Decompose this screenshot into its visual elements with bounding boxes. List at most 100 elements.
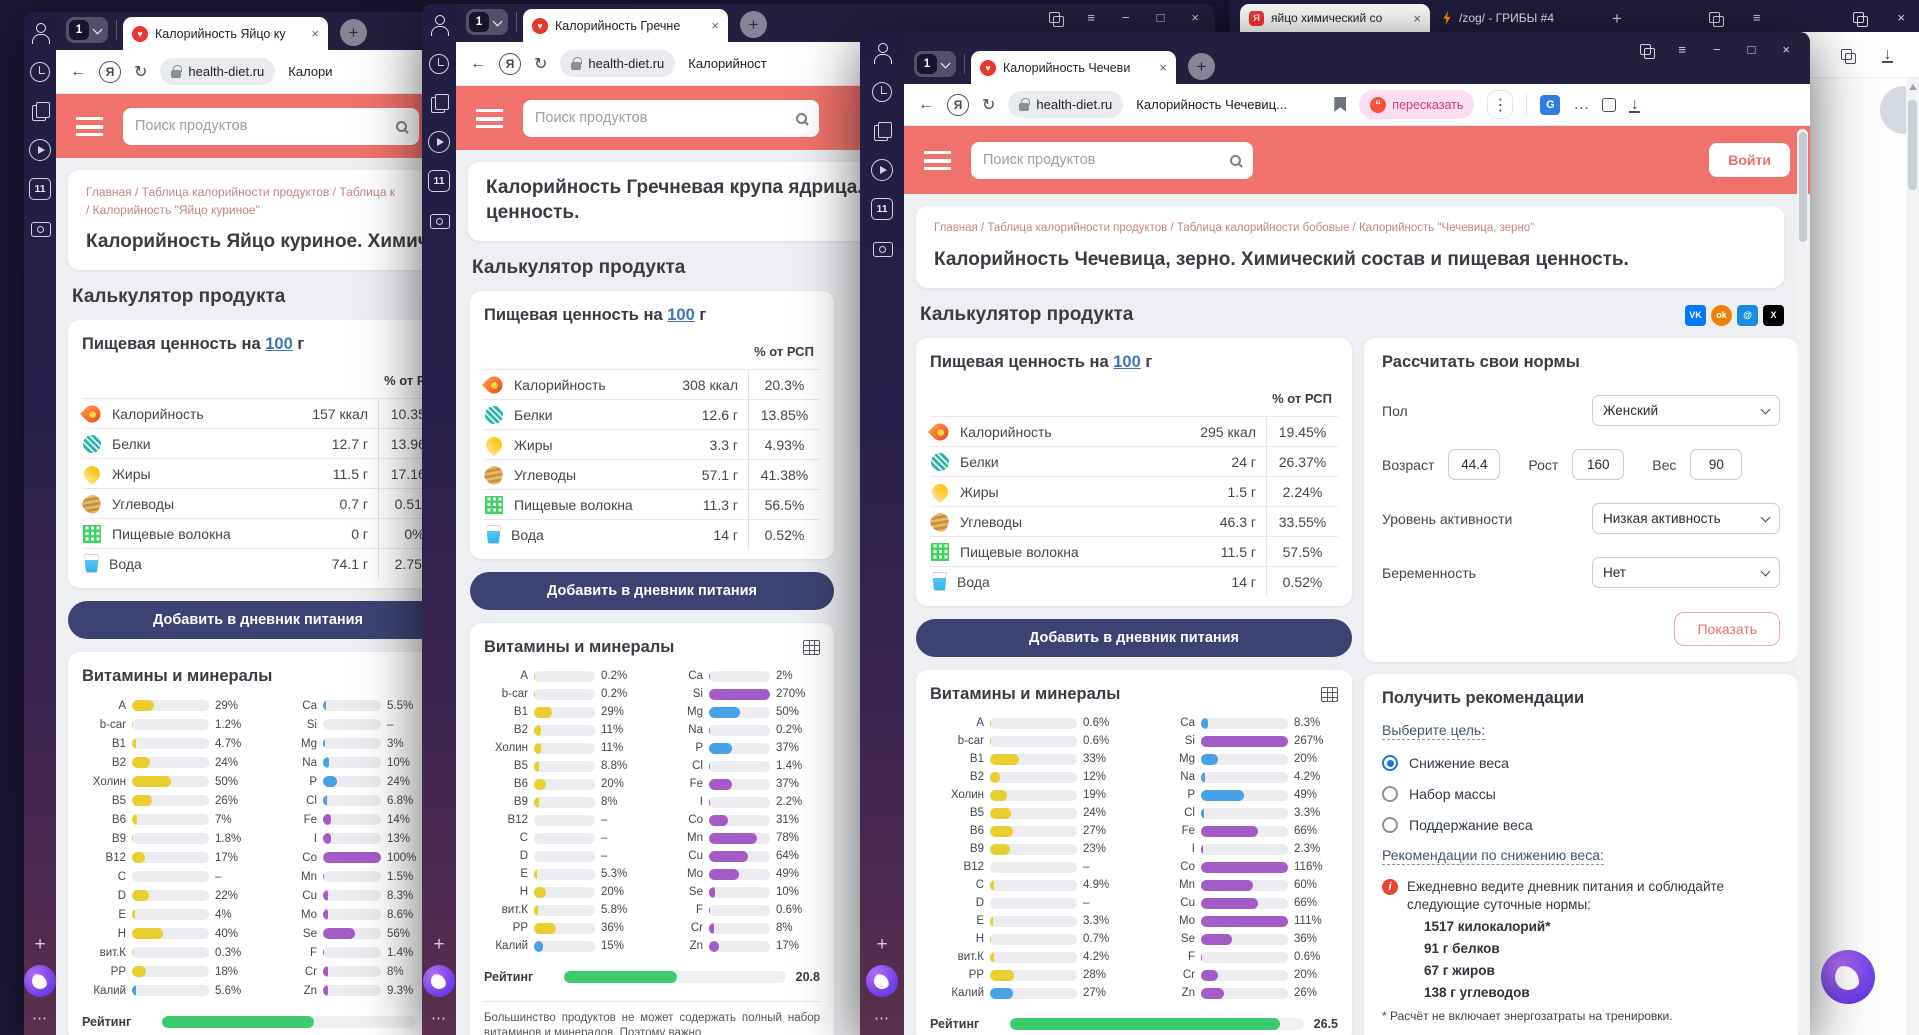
scroll-thumb[interactable] xyxy=(1908,100,1917,190)
age-input[interactable] xyxy=(1448,449,1501,480)
goal-option[interactable]: Снижение веса xyxy=(1382,755,1780,771)
scrollbar[interactable] xyxy=(1906,78,1919,1035)
search-icon[interactable] xyxy=(396,120,407,132)
tabs-count-badge[interactable]: 11 xyxy=(428,170,450,192)
activity-select[interactable]: Низкая активность xyxy=(1592,503,1780,534)
menu-icon[interactable]: ≡ xyxy=(1752,10,1761,25)
reload-icon[interactable]: ↻ xyxy=(982,96,996,114)
url-page-title[interactable]: Калори xyxy=(288,64,333,79)
close-icon[interactable]: × xyxy=(1897,10,1905,25)
bookmark-icon[interactable] xyxy=(1334,97,1347,112)
translate-icon[interactable]: G xyxy=(1540,94,1561,115)
tabs-count-badge[interactable]: 11 xyxy=(871,198,893,220)
moymir-share-icon[interactable]: @ xyxy=(1737,304,1758,326)
tabs-count-badge[interactable]: 11 xyxy=(29,178,51,200)
history-icon[interactable] xyxy=(428,53,450,75)
add-to-diary-button[interactable]: Добавить в дневник питания xyxy=(68,601,448,639)
reload-icon[interactable]: ↻ xyxy=(534,55,548,73)
tab-egg[interactable]: ♥ Калорийность Яйцо ку × xyxy=(123,17,328,50)
goal-option[interactable]: Набор массы xyxy=(1382,786,1780,802)
yandex-icon[interactable]: Я xyxy=(499,52,521,75)
screenshot-icon[interactable] xyxy=(29,217,51,239)
profile-icon[interactable] xyxy=(29,22,51,44)
add-to-diary-button[interactable]: Добавить в дневник питания xyxy=(916,619,1352,657)
tab-forum[interactable]: /zog/ - ГРИБЫ #4 xyxy=(1430,4,1566,32)
url-host-pill[interactable]: health-diet.ru xyxy=(160,58,276,85)
new-tab-button[interactable]: + xyxy=(1612,9,1622,28)
tab-counter[interactable]: 1 xyxy=(914,51,956,77)
ellipsis-icon[interactable]: … xyxy=(1573,95,1590,113)
menu-icon[interactable] xyxy=(924,150,951,170)
restore-icon[interactable] xyxy=(1853,12,1869,27)
download-icon[interactable]: ↓ xyxy=(1629,96,1641,114)
back-icon[interactable]: ← xyxy=(470,54,486,72)
video-icon[interactable] xyxy=(29,139,51,161)
search-input[interactable] xyxy=(983,152,1222,168)
collections-icon[interactable] xyxy=(29,100,51,122)
table-view-icon[interactable] xyxy=(803,640,820,655)
tab-counter[interactable]: 1 xyxy=(66,17,108,43)
scroll-thumb[interactable] xyxy=(1798,132,1807,242)
alice-icon[interactable] xyxy=(24,965,56,997)
search-input[interactable] xyxy=(535,110,788,126)
recommendations-link[interactable]: Рекомендации по снижению веса: xyxy=(1382,847,1604,865)
url-page-title[interactable]: Калорийност xyxy=(688,56,767,71)
maximize-icon[interactable]: □ xyxy=(1747,42,1756,57)
download-icon[interactable]: ↓ xyxy=(1882,46,1893,64)
new-tab-button[interactable]: + xyxy=(740,11,767,38)
breadcrumb[interactable]: Главная / Таблица калорийности продуктов… xyxy=(934,222,1535,234)
weight-input[interactable] xyxy=(1690,449,1743,480)
tab-counter[interactable]: 1 xyxy=(466,9,508,35)
tab-lentil[interactable]: ♥ Калорийность Чечеви × xyxy=(971,51,1176,84)
video-icon[interactable] xyxy=(871,159,893,181)
alice-icon[interactable] xyxy=(1821,950,1875,1004)
sidebar-add-icon[interactable]: + xyxy=(34,934,46,955)
sidebar-add-icon[interactable]: + xyxy=(433,934,445,955)
tab-egg-search[interactable]: Я яйцо химический со × xyxy=(1240,4,1430,32)
url-host-pill[interactable]: health-diet.ru xyxy=(1008,91,1124,118)
goal-link[interactable]: Выберите цель: xyxy=(1382,722,1486,740)
sidebar-more-icon[interactable]: ⋯ xyxy=(431,1010,447,1027)
table-view-icon[interactable] xyxy=(1321,687,1338,702)
more-menu-icon[interactable]: ⋮ xyxy=(1487,90,1514,119)
tab-panel-icon[interactable] xyxy=(1708,12,1724,27)
url-page-title[interactable]: Калорийность Чечевиц... xyxy=(1136,97,1287,112)
height-input[interactable] xyxy=(1572,449,1625,480)
scrollbar[interactable] xyxy=(1797,129,1808,1032)
show-button[interactable]: Показать xyxy=(1674,612,1780,646)
alice-icon[interactable] xyxy=(423,965,455,997)
extensions-icon[interactable] xyxy=(1841,49,1856,64)
profile-icon[interactable] xyxy=(871,42,893,64)
history-icon[interactable] xyxy=(871,81,893,103)
yandex-icon[interactable]: Я xyxy=(947,93,969,116)
back-icon[interactable]: ← xyxy=(918,95,934,113)
gender-select[interactable]: Женский xyxy=(1592,395,1780,426)
tab-close-icon[interactable]: × xyxy=(311,26,319,41)
sidebar-more-icon[interactable]: ⋯ xyxy=(32,1010,48,1027)
minimize-icon[interactable]: − xyxy=(1121,10,1130,25)
radio-icon[interactable] xyxy=(1382,786,1398,802)
portion-link[interactable]: 100 xyxy=(265,335,293,353)
x-share-icon[interactable]: X xyxy=(1763,304,1784,326)
maximize-icon[interactable]: □ xyxy=(1156,10,1165,25)
close-icon[interactable]: × xyxy=(1782,42,1790,57)
collections-icon[interactable] xyxy=(428,92,450,114)
tab-close-icon[interactable]: × xyxy=(1413,10,1421,26)
screenshot-icon[interactable] xyxy=(871,237,893,259)
search-icon[interactable] xyxy=(1230,154,1241,166)
sidebar-add-icon[interactable]: + xyxy=(876,934,888,955)
breadcrumb[interactable]: Главная / Таблица калорийности продуктов… xyxy=(86,185,395,199)
radio-icon[interactable] xyxy=(1382,817,1398,833)
tab-buckwheat[interactable]: ♥ Калорийность Гречне × xyxy=(523,9,728,42)
history-icon[interactable] xyxy=(29,61,51,83)
tab-panel-icon[interactable] xyxy=(1640,44,1656,59)
close-icon[interactable]: × xyxy=(1191,10,1199,25)
video-icon[interactable] xyxy=(428,131,450,153)
search-input[interactable] xyxy=(135,118,388,134)
pregnancy-select[interactable]: Нет xyxy=(1592,557,1780,588)
radio-icon[interactable] xyxy=(1382,755,1398,771)
menu-icon[interactable]: ≡ xyxy=(1087,10,1095,25)
alice-icon[interactable] xyxy=(866,965,898,997)
menu-icon[interactable] xyxy=(76,116,103,136)
tab-close-icon[interactable]: × xyxy=(1159,60,1167,75)
